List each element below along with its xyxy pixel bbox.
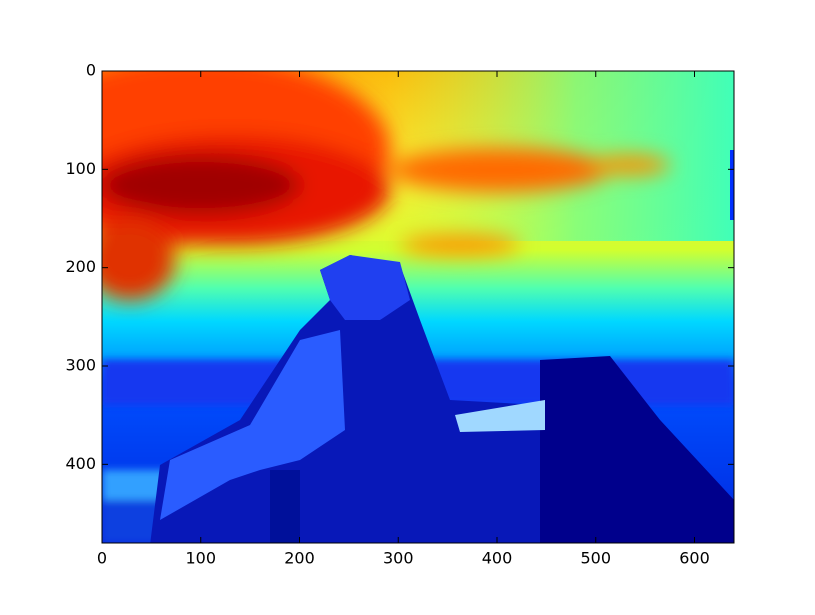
x-tick-label: 500 bbox=[580, 549, 611, 568]
ticks: 0 100 200 300 400 500 600 0 100 200 300 400 bbox=[65, 61, 734, 568]
x-tick-label: 400 bbox=[482, 549, 513, 568]
x-tick-label: 600 bbox=[679, 549, 710, 568]
y-tick-label: 200 bbox=[65, 257, 96, 276]
image bbox=[102, 71, 734, 543]
x-tick-label: 0 bbox=[97, 549, 107, 568]
y-tick-label: 100 bbox=[65, 159, 96, 178]
x-tick-label: 200 bbox=[284, 549, 315, 568]
y-tick-label: 0 bbox=[86, 61, 96, 80]
axes-frame bbox=[101, 70, 735, 544]
x-tick-label: 300 bbox=[383, 549, 414, 568]
y-tick-label: 400 bbox=[65, 454, 96, 473]
x-tick-label: 100 bbox=[185, 549, 216, 568]
y-tick-label: 300 bbox=[65, 356, 96, 375]
